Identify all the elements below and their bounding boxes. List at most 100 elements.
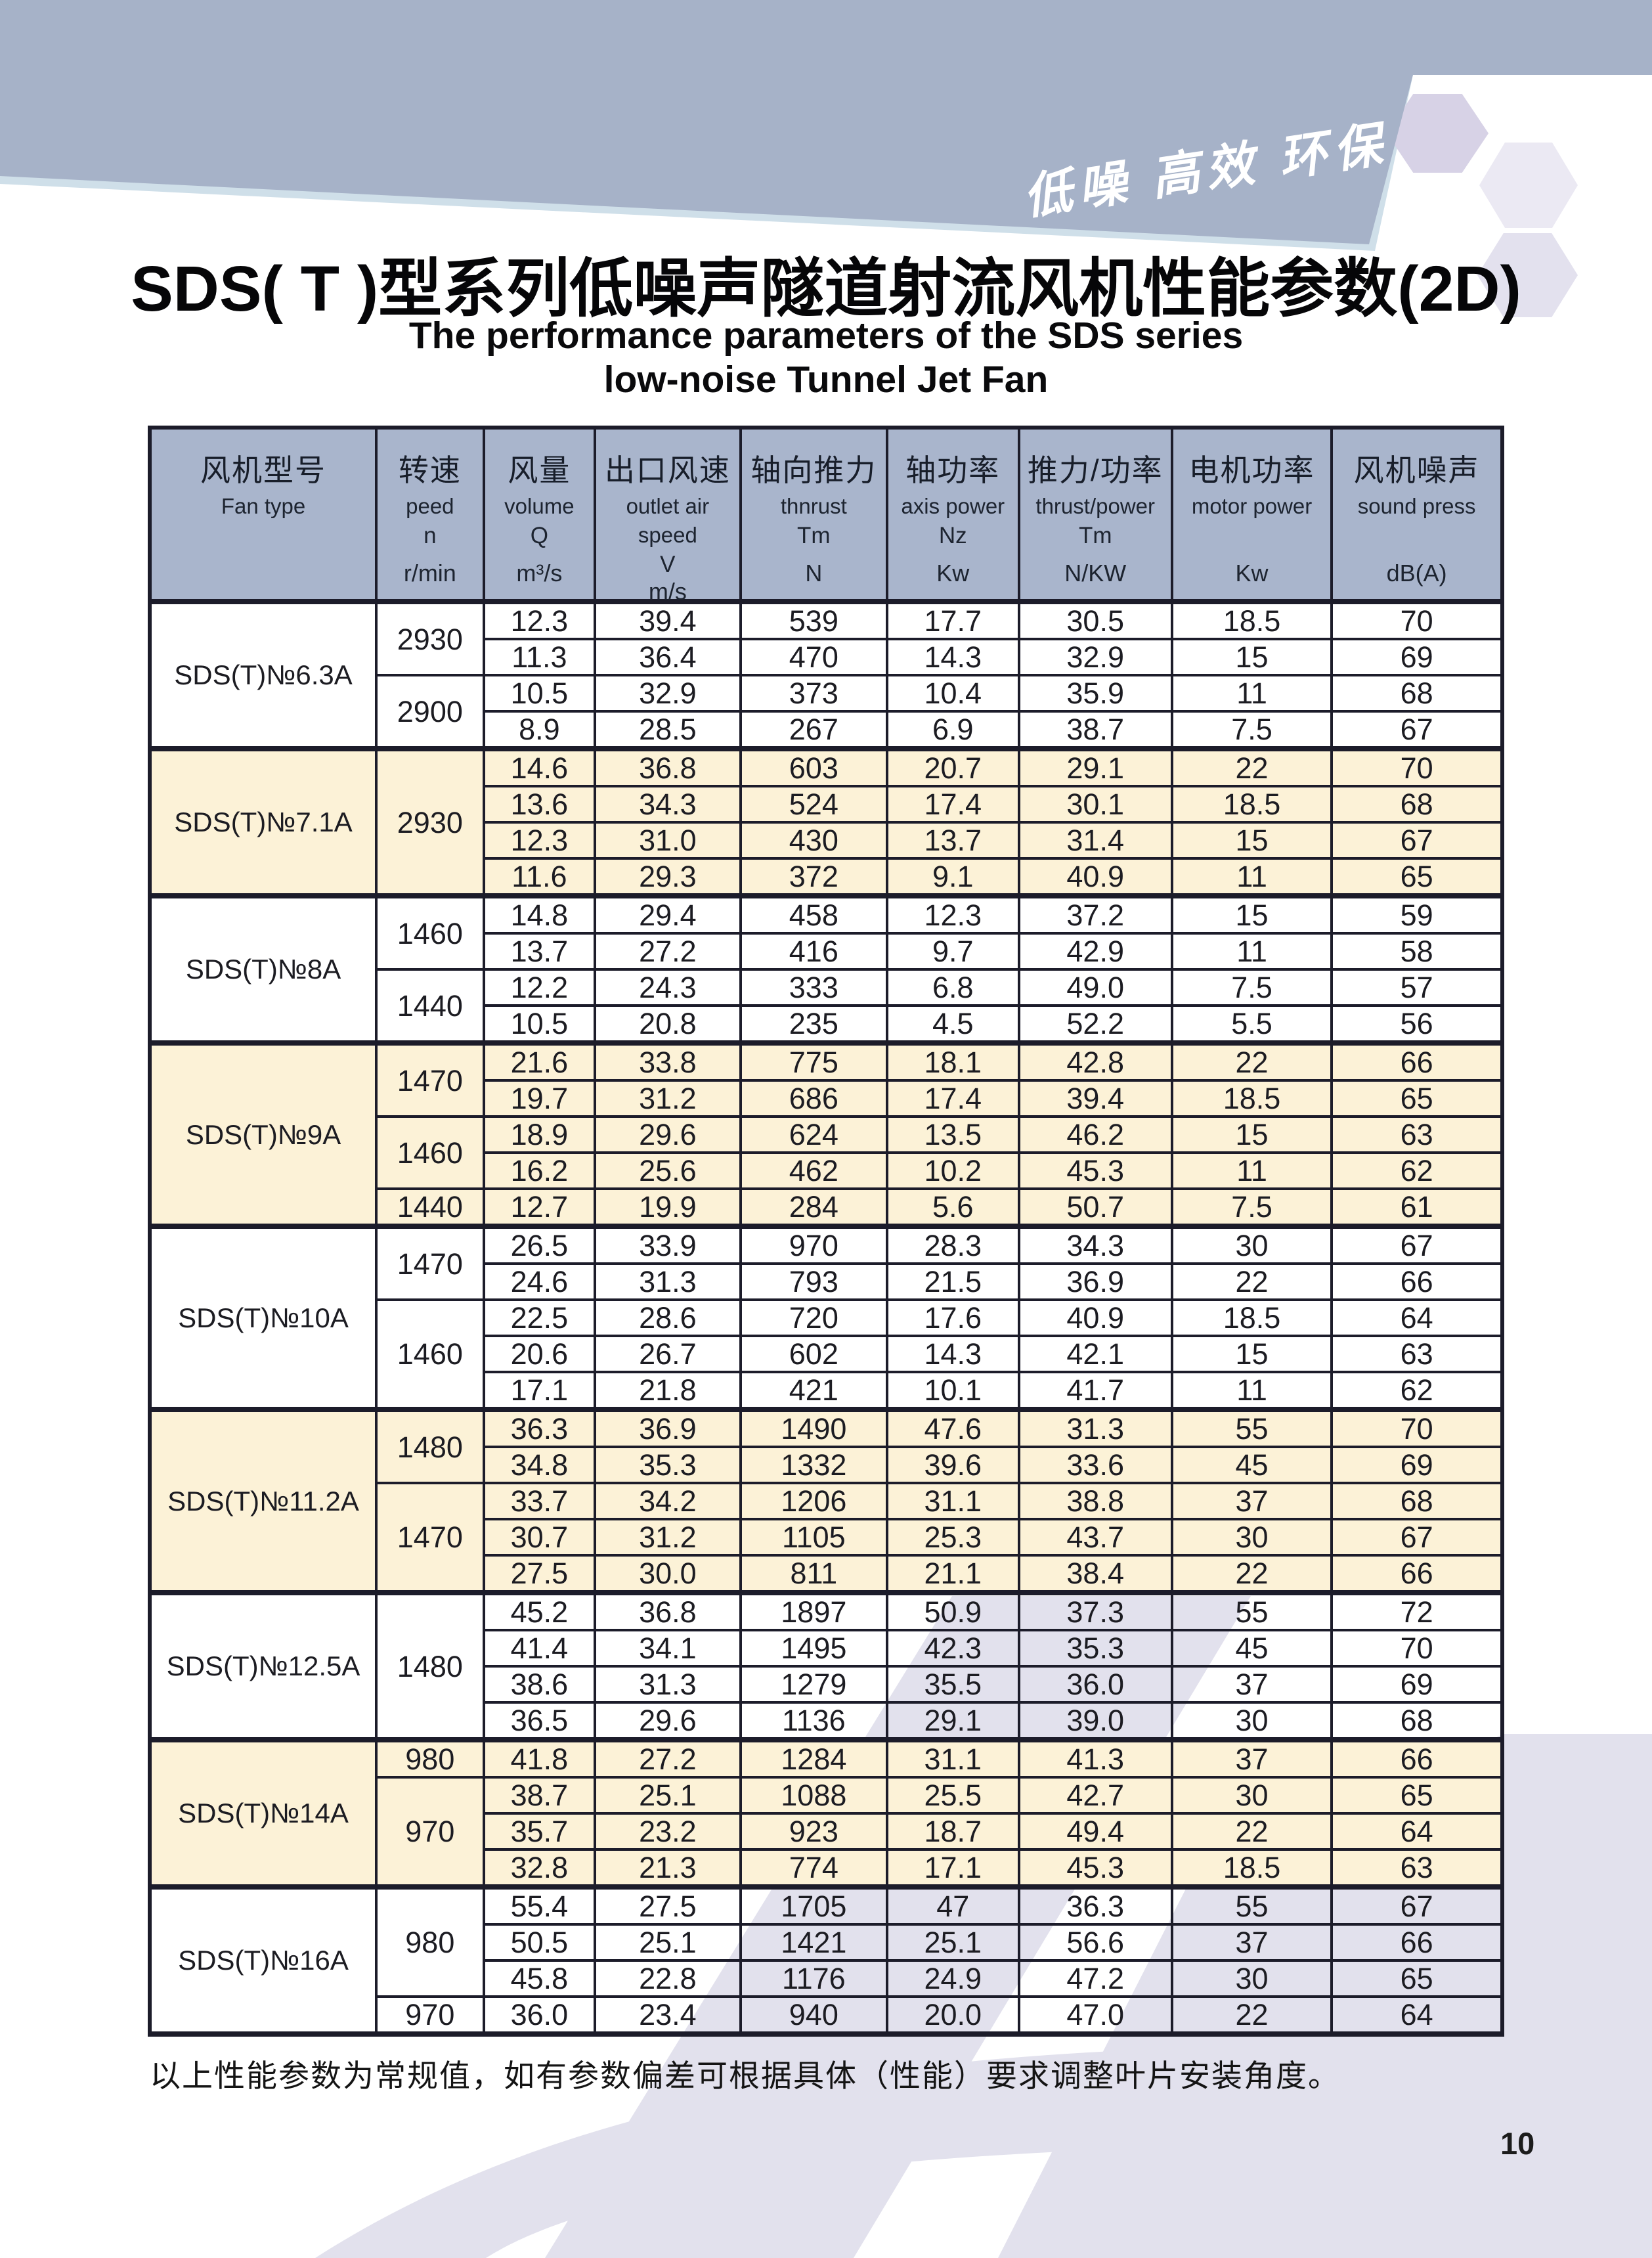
- speed-cell: 1480: [375, 1591, 485, 1742]
- value-cell: 9.7: [886, 932, 1020, 971]
- value-cell: 267: [739, 710, 889, 751]
- value-cell: 46.2: [1017, 1115, 1173, 1154]
- value-cell: 50.5: [482, 1923, 597, 1962]
- value-cell: 15: [1170, 638, 1334, 676]
- value-cell: 68: [1330, 1701, 1504, 1742]
- column-header-8: 电机功率 motor power Kw: [1170, 426, 1334, 604]
- column-header-1: 风机型号 Fan type: [148, 426, 378, 604]
- value-cell: 17.4: [886, 1079, 1020, 1118]
- table-row: SDS(T)№11.2A 1480 36.3 36.9 1490 47.6 31.3 55 70: [148, 1408, 1504, 1595]
- value-cell: 25.1: [594, 1923, 742, 1962]
- value-cell: 36.3: [1017, 1886, 1173, 1926]
- value-cell: 31.4: [1017, 821, 1173, 860]
- value-cell: 42.7: [1017, 1776, 1173, 1815]
- value-cell: 22.5: [482, 1298, 597, 1337]
- value-cell: 65: [1330, 1959, 1504, 1998]
- value-cell: 11: [1170, 932, 1334, 971]
- value-cell: 18.1: [886, 1042, 1020, 1082]
- value-cell: 30.1: [1017, 785, 1173, 824]
- value-cell: 9.1: [886, 857, 1020, 898]
- value-cell: 603: [739, 747, 889, 787]
- page-number: 10: [1500, 2126, 1535, 2161]
- value-cell: 19.9: [594, 1187, 742, 1229]
- value-cell: 11.3: [482, 638, 597, 676]
- value-cell: 720: [739, 1298, 889, 1337]
- value-cell: 29.1: [886, 1701, 1020, 1742]
- value-cell: 55: [1170, 1886, 1334, 1926]
- value-cell: 14.6: [482, 747, 597, 787]
- value-cell: 63: [1330, 1115, 1504, 1154]
- value-cell: 24.9: [886, 1959, 1020, 1998]
- value-cell: 416: [739, 932, 889, 971]
- value-cell: 26.5: [482, 1225, 597, 1265]
- value-cell: 524: [739, 785, 889, 824]
- value-cell: 65: [1330, 857, 1504, 898]
- value-cell: 30: [1170, 1225, 1334, 1265]
- value-cell: 1421: [739, 1923, 889, 1962]
- value-cell: 29.6: [594, 1701, 742, 1742]
- value-cell: 11.6: [482, 857, 597, 898]
- value-cell: 33.6: [1017, 1446, 1173, 1484]
- table-row: 30.7 31.2 1105 25.3 43.7 30 67: [150, 1518, 1504, 1557]
- value-cell: 6.8: [886, 968, 1020, 1007]
- value-cell: 35.5: [886, 1665, 1020, 1704]
- value-cell: 33.8: [594, 1042, 742, 1082]
- footnote: 以上性能参数为常规值，如有参数偏差可根据具体（性能）要求调整叶片安装角度。: [150, 2060, 1340, 2094]
- value-cell: 55: [1170, 1591, 1334, 1631]
- fan-model-cell: SDS(T)№14A: [148, 1738, 378, 1890]
- value-cell: 1332: [739, 1446, 889, 1484]
- value-cell: 30: [1170, 1518, 1334, 1557]
- banner-slogan: 低噪 高效 环保: [1020, 117, 1393, 225]
- value-cell: 20.0: [886, 1995, 1020, 2037]
- table-row: 970 38.7 25.1 1088 25.5 42.7 30 65: [150, 1776, 1504, 1890]
- page-title: SDS( T )型系列低噪声隧道射流风机性能参数(2D): [131, 253, 1521, 324]
- table-row: 1460 22.5 28.6 720 17.6 40.9 18.5 64: [150, 1298, 1504, 1412]
- value-cell: 16.2: [482, 1151, 597, 1190]
- value-cell: 23.4: [594, 1995, 742, 2037]
- table-row: 32.8 21.3 774 17.1 45.3 18.5 63: [150, 1848, 1504, 1890]
- value-cell: 17.4: [886, 785, 1020, 824]
- column-header-6: 轴功率 axis power Nz Kw: [886, 426, 1020, 604]
- table-row: 34.8 35.3 1332 39.6 33.6 45 69: [150, 1446, 1504, 1484]
- value-cell: 30: [1170, 1701, 1334, 1742]
- value-cell: 17.1: [482, 1371, 597, 1412]
- table-row: 36.5 29.6 1136 29.1 39.0 30 68: [150, 1701, 1504, 1742]
- column-header-2: 转速 peed n r/min: [375, 426, 485, 604]
- value-cell: 31.1: [886, 1482, 1020, 1520]
- fan-model-cell: SDS(T)№11.2A: [148, 1408, 378, 1595]
- value-cell: 31.3: [594, 1262, 742, 1301]
- value-cell: 18.5: [1170, 1848, 1334, 1890]
- value-cell: 20.7: [886, 747, 1020, 787]
- fan-model-cell: SDS(T)№6.3A: [148, 600, 378, 751]
- table-row: SDS(T)№10A 1470 26.5 33.9 970 28.3 34.3 30 67: [148, 1225, 1504, 1412]
- value-cell: 50.7: [1017, 1187, 1173, 1229]
- value-cell: 64: [1330, 1298, 1504, 1337]
- fan-model-cell: SDS(T)№8A: [148, 895, 378, 1046]
- value-cell: 539: [739, 600, 889, 640]
- value-cell: 67: [1330, 1886, 1504, 1926]
- value-cell: 65: [1330, 1079, 1504, 1118]
- speed-cell: 1470: [375, 1225, 485, 1301]
- table-row: 12.3 31.0 430 13.7 31.4 15 67: [150, 821, 1504, 860]
- value-cell: 70: [1330, 1408, 1504, 1448]
- value-cell: 42.3: [886, 1629, 1020, 1668]
- value-cell: 793: [739, 1262, 889, 1301]
- table-row: 970 36.0 23.4 940 20.0 47.0 22 64: [150, 1995, 1504, 2037]
- value-cell: 45.3: [1017, 1848, 1173, 1890]
- value-cell: 12.3: [886, 895, 1020, 935]
- table-row: SDS(T)№12.5A 1480 45.2 36.8 1897 50.9 37.3 55 72: [148, 1591, 1504, 1742]
- speed-cell: 1480: [375, 1408, 485, 1484]
- value-cell: 458: [739, 895, 889, 935]
- value-cell: 70: [1330, 747, 1504, 787]
- value-cell: 21.8: [594, 1371, 742, 1412]
- value-cell: 45: [1170, 1629, 1334, 1668]
- value-cell: 39.6: [886, 1446, 1020, 1484]
- table-row: 1470 33.7 34.2 1206 31.1 38.8 37 68: [150, 1482, 1504, 1595]
- table-row: 27.5 30.0 811 21.1 38.4 22 66: [150, 1554, 1504, 1595]
- value-cell: 18.5: [1170, 785, 1334, 824]
- value-cell: 12.3: [482, 600, 597, 640]
- table-row: SDS(T)№7.1A 2930 14.6 36.8 603 20.7 29.1 22 70: [148, 747, 1504, 898]
- value-cell: 8.9: [482, 710, 597, 751]
